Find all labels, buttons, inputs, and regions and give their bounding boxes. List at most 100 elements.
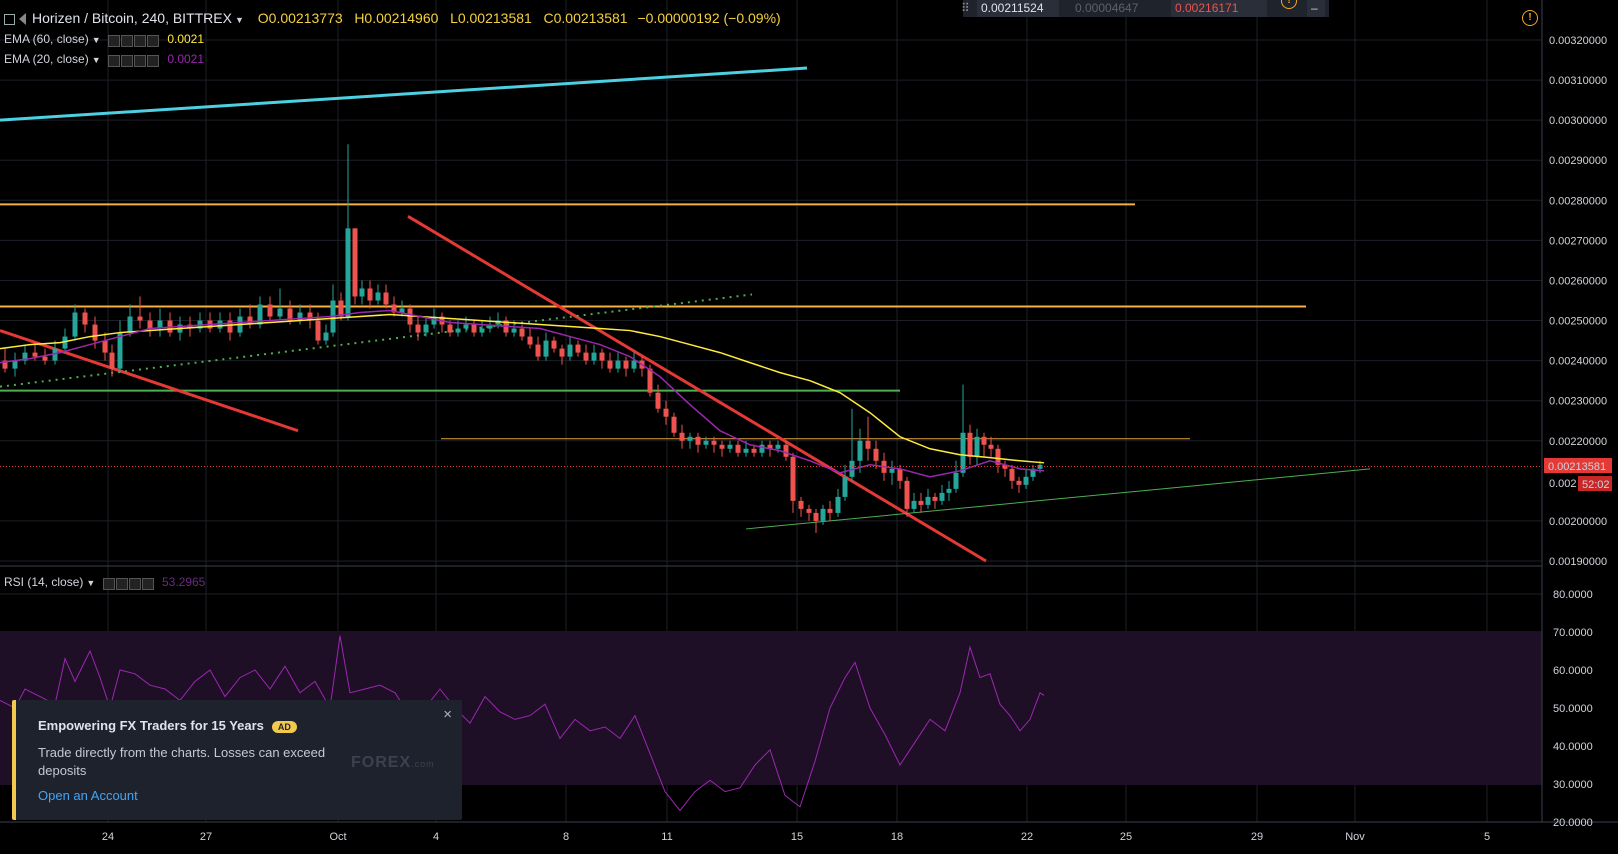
price-tick-label: 0.00260000 bbox=[1549, 275, 1607, 287]
candle-body bbox=[323, 332, 329, 341]
forex-logo-text: FOREX bbox=[351, 754, 412, 771]
ema-20-label[interactable]: EMA (20, close) bbox=[4, 52, 89, 66]
candle-body bbox=[995, 448, 1001, 465]
gear-icon[interactable] bbox=[120, 34, 133, 47]
cyan-trendline bbox=[0, 66, 808, 122]
time-tick-label: 18 bbox=[891, 831, 903, 843]
trend-drawings[interactable] bbox=[0, 66, 1371, 563]
eye-icon[interactable] bbox=[107, 54, 120, 67]
alert-icon[interactable]: ! bbox=[1522, 10, 1538, 26]
candle-body bbox=[297, 312, 303, 321]
candle-body bbox=[567, 344, 573, 357]
candle-body bbox=[1023, 476, 1029, 485]
price-tick-label: 0.00310000 bbox=[1549, 75, 1607, 87]
candle-body bbox=[391, 304, 397, 313]
candle-body bbox=[599, 352, 605, 361]
candle-body bbox=[820, 508, 826, 521]
candle-body bbox=[359, 288, 365, 297]
candle-body bbox=[247, 316, 253, 325]
rsi-label[interactable]: RSI (14, close) bbox=[4, 575, 84, 589]
candle-body bbox=[455, 328, 461, 333]
chevron-down-icon[interactable]: ▼ bbox=[91, 55, 101, 65]
ema-20-line bbox=[0, 309, 1045, 478]
price-tick-label: 0.00270000 bbox=[1549, 235, 1607, 247]
ema-20-legend[interactable]: EMA (20, close) ▼ 0.0021 bbox=[4, 52, 204, 67]
indicator-buttons[interactable] bbox=[107, 53, 160, 67]
eye-icon[interactable] bbox=[107, 34, 120, 47]
price-tick-label: 0.00290000 bbox=[1549, 155, 1607, 167]
chevron-down-icon[interactable]: ▼ bbox=[86, 578, 96, 588]
candle-body bbox=[607, 360, 613, 369]
candle-body bbox=[82, 312, 88, 325]
candle-body bbox=[227, 320, 233, 333]
plus-icon[interactable] bbox=[133, 34, 146, 47]
close-icon[interactable] bbox=[146, 34, 159, 47]
candle-body bbox=[897, 468, 903, 481]
candle-body bbox=[423, 324, 429, 333]
time-axis[interactable]: 24 27 Oct 4 8 11 15 18 22 25 29 Nov 5 bbox=[102, 831, 1490, 843]
price-tick-label: 0.00320000 bbox=[1549, 35, 1607, 47]
close-icon[interactable] bbox=[146, 54, 159, 67]
sell-price[interactable]: 0.00211524 bbox=[977, 0, 1059, 17]
eye-icon[interactable] bbox=[102, 577, 115, 590]
chevron-down-icon[interactable]: ▼ bbox=[91, 35, 101, 45]
warning-icon[interactable]: ! bbox=[1281, 0, 1297, 9]
candle-body bbox=[655, 392, 661, 409]
indicator-buttons[interactable] bbox=[102, 576, 155, 590]
candle-body bbox=[775, 444, 781, 449]
gear-icon[interactable] bbox=[115, 577, 128, 590]
candle-body bbox=[981, 436, 987, 445]
minimize-icon[interactable]: – bbox=[1307, 0, 1325, 17]
candle-body bbox=[953, 472, 959, 489]
gear-icon[interactable] bbox=[120, 54, 133, 67]
plus-icon[interactable] bbox=[133, 54, 146, 67]
plus-icon[interactable] bbox=[128, 577, 141, 590]
candle-body bbox=[960, 432, 966, 473]
price-tick-label: 0.00220000 bbox=[1549, 436, 1607, 448]
rsi-line bbox=[0, 635, 1045, 812]
candle-body bbox=[257, 304, 263, 325]
candle-body bbox=[583, 352, 589, 361]
price-axis[interactable]: 0.00320000 0.00310000 0.00300000 0.00290000… bbox=[1549, 35, 1607, 568]
high-value: H0.00214960 bbox=[354, 10, 439, 26]
rsi-axis[interactable]: 80.0000 70.0000 60.0000 50.0000 40.0000 30.00… bbox=[1553, 589, 1593, 829]
candle-body bbox=[487, 324, 493, 329]
ad-close-button[interactable]: × bbox=[443, 706, 452, 723]
price-tick-label: 0.00200000 bbox=[1549, 516, 1607, 528]
candle-body bbox=[1009, 468, 1015, 481]
symbol-title[interactable]: Horizen / Bitcoin, 240, BITTREX bbox=[32, 10, 232, 26]
open-account-link[interactable]: Open an Account bbox=[38, 788, 138, 803]
buy-sell-widget: ⠿ 0.00211524 0.00004647 0.00216171 ! – bbox=[961, 0, 1329, 17]
candle-body bbox=[849, 460, 855, 477]
time-tick-label: 15 bbox=[791, 831, 803, 843]
ema-60-legend[interactable]: EMA (60, close) ▼ 0.0021 bbox=[4, 32, 204, 47]
candle-body bbox=[431, 316, 437, 325]
indicator-buttons[interactable] bbox=[107, 33, 160, 47]
candle-body bbox=[338, 300, 344, 317]
collapse-icon[interactable] bbox=[4, 13, 15, 25]
low-value: L0.00213581 bbox=[450, 10, 532, 26]
candle-body bbox=[109, 352, 115, 369]
candle-body bbox=[92, 324, 98, 341]
time-tick-label: Nov bbox=[1345, 831, 1365, 843]
buy-price[interactable]: 0.00216171 bbox=[1171, 0, 1267, 17]
time-tick-label: 24 bbox=[102, 831, 114, 843]
candle-body bbox=[751, 448, 757, 453]
candle-body bbox=[527, 336, 533, 345]
ema-60-label[interactable]: EMA (60, close) bbox=[4, 32, 89, 46]
ad-banner[interactable]: Empowering FX Traders for 15 Years AD Tra… bbox=[12, 700, 462, 820]
candle-body bbox=[711, 440, 717, 445]
candle-body bbox=[743, 448, 749, 453]
chevron-down-icon[interactable]: ▼ bbox=[234, 15, 244, 25]
candle-body bbox=[352, 228, 358, 297]
close-icon[interactable] bbox=[141, 577, 154, 590]
candle-body bbox=[889, 468, 895, 473]
forex-logo: FOREX.com bbox=[351, 754, 435, 772]
candle-body bbox=[315, 320, 321, 341]
rsi-legend[interactable]: RSI (14, close) ▼ 53.2965 bbox=[4, 575, 205, 590]
time-tick-label: 25 bbox=[1120, 831, 1132, 843]
candle-body bbox=[575, 344, 581, 353]
ad-title-text: Empowering FX Traders for 15 Years bbox=[38, 718, 264, 733]
candle-body bbox=[946, 488, 952, 493]
drag-handle-icon[interactable]: ⠿ bbox=[961, 1, 970, 15]
